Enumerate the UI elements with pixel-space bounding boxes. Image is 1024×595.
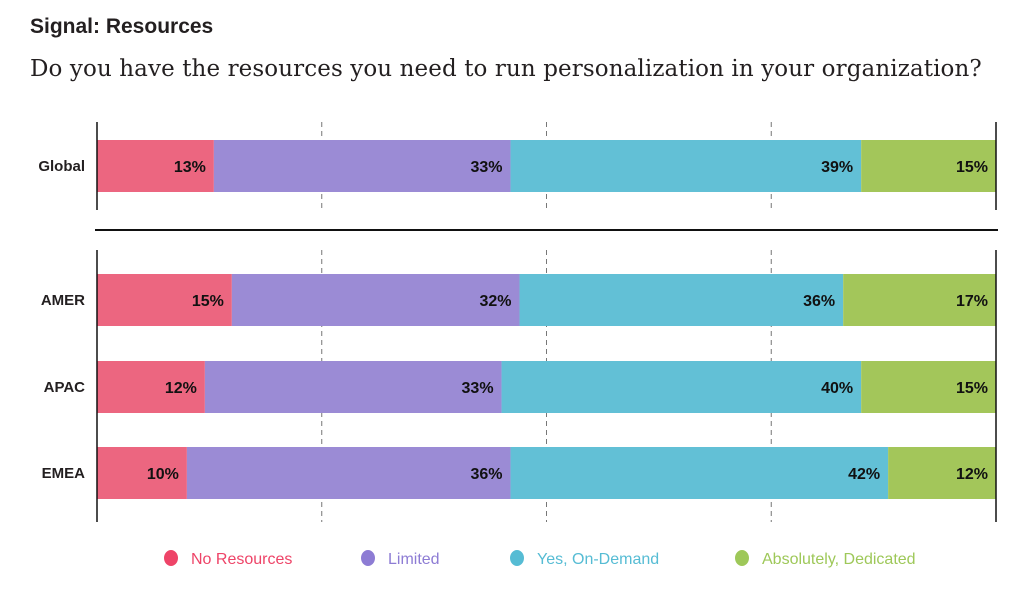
data-label: 36% (471, 466, 503, 483)
data-label: 12% (956, 466, 988, 483)
legend-label: Absolutely, Dedicated (762, 551, 916, 568)
bar-segment (204, 361, 502, 413)
legend-label: No Resources (191, 551, 292, 568)
bar-segment (519, 274, 844, 326)
legend-label: Limited (388, 551, 440, 568)
data-label: 10% (147, 466, 179, 483)
data-label: 33% (471, 159, 503, 176)
data-label: 39% (821, 159, 853, 176)
data-label: 15% (192, 293, 224, 310)
bar-segment (97, 140, 214, 192)
bar-segment (510, 140, 862, 192)
data-label: 32% (479, 293, 511, 310)
bar-segment (510, 447, 889, 499)
bar-segment (861, 140, 996, 192)
data-label: 17% (956, 293, 988, 310)
bar-segment (843, 274, 996, 326)
legend-marker (361, 550, 375, 566)
data-label: 15% (956, 380, 988, 397)
category-label: AMER (41, 292, 85, 309)
bar-segment (888, 447, 996, 499)
chart-subtitle: Do you have the resources you need to ru… (30, 56, 982, 82)
bar-segment (861, 361, 996, 413)
data-label: 42% (848, 466, 880, 483)
data-label: 36% (803, 293, 835, 310)
data-label: 40% (821, 380, 853, 397)
category-label: APAC (44, 379, 86, 396)
chart-title: Signal: Resources (30, 15, 214, 38)
legend-label: Yes, On-Demand (537, 551, 659, 568)
bar-segment (231, 274, 520, 326)
bar-segment (97, 361, 205, 413)
data-label: 15% (956, 159, 988, 176)
data-label: 13% (174, 159, 206, 176)
bar-segment (213, 140, 511, 192)
legend-marker (164, 550, 178, 566)
bar-segment (97, 274, 232, 326)
category-label: EMEA (42, 465, 86, 482)
bar-segment (97, 447, 187, 499)
bar-segment (501, 361, 862, 413)
data-label: 12% (165, 380, 197, 397)
bar-segment (186, 447, 511, 499)
legend-marker (510, 550, 524, 566)
category-label: Global (38, 158, 85, 175)
legend-marker (735, 550, 749, 566)
data-label: 33% (462, 380, 494, 397)
